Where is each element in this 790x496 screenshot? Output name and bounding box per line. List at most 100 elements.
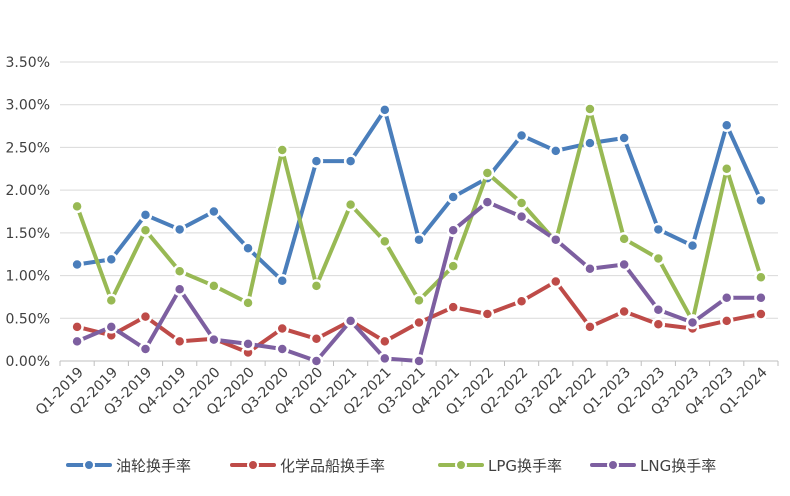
data-point (207, 204, 221, 219)
data-point (138, 342, 153, 356)
data-point (104, 293, 119, 308)
y-tick-label: 0.50% (6, 311, 50, 327)
data-point (104, 252, 119, 267)
series-1 (70, 103, 768, 288)
data-point (514, 294, 529, 308)
legend-entry: LNG换手率 (590, 457, 716, 475)
data-point (172, 334, 187, 349)
y-tick-label: 1.50% (6, 226, 50, 242)
legend-label: 油轮换手率 (116, 457, 191, 475)
data-point (549, 274, 563, 289)
data-point (754, 291, 768, 305)
data-point (343, 154, 358, 168)
data-point (719, 118, 734, 132)
data-point (275, 342, 289, 356)
data-point (412, 232, 426, 247)
data-point (719, 291, 734, 305)
legend-label: 化学品船换手率 (280, 457, 385, 475)
data-point (70, 334, 84, 349)
data-point (172, 264, 187, 279)
data-point (719, 314, 734, 328)
legend-entry: 油轮换手率 (66, 457, 191, 475)
data-point (378, 334, 392, 349)
legend-label: LNG换手率 (640, 457, 716, 475)
data-point (583, 136, 597, 150)
series-3 (70, 102, 768, 328)
data-point (172, 222, 187, 237)
data-point (754, 307, 768, 321)
data-point (275, 143, 289, 157)
data-point (275, 273, 289, 288)
data-point (446, 223, 460, 238)
data-point (651, 222, 666, 237)
data-point (685, 315, 700, 330)
data-point (104, 320, 119, 334)
y-tick-label: 3.50% (6, 55, 50, 71)
data-point (412, 315, 426, 330)
data-point (70, 257, 84, 272)
data-point (617, 304, 631, 319)
y-axis: 0.00% 0.50% 1.00% 1.50% 2.00% 2.50% 3.00% 3.50% (6, 55, 50, 370)
data-point (309, 279, 324, 293)
y-tick-label: 2.00% (6, 183, 50, 199)
data-point (241, 241, 255, 255)
data-point (754, 270, 768, 285)
data-point (378, 234, 392, 249)
data-point (685, 238, 700, 253)
data-point (617, 232, 631, 246)
data-point (651, 251, 666, 266)
data-point (651, 317, 666, 332)
data-point (138, 223, 153, 238)
y-tick-label: 2.50% (6, 140, 50, 156)
data-point (583, 320, 597, 334)
legend-swatch-marker (83, 459, 95, 471)
legend: 油轮换手率 化学品船换手率 LPG换手率 LNG换手率 (66, 457, 716, 475)
data-point (412, 354, 426, 368)
data-point (617, 131, 631, 145)
legend-swatch-marker (455, 459, 467, 471)
data-point (480, 307, 495, 321)
data-point (309, 354, 324, 368)
x-axis: Q1-2019Q2-2019Q3-2019Q4-2019Q1-2020Q2-20… (33, 361, 779, 419)
data-point (480, 195, 495, 209)
data-point (754, 193, 768, 208)
legend-label: LPG换手率 (488, 457, 562, 475)
data-point (446, 259, 460, 273)
data-point (446, 300, 460, 314)
y-tick-label: 0.00% (6, 354, 50, 370)
data-point (480, 166, 495, 180)
legend-swatch-marker (247, 459, 259, 471)
data-point (70, 199, 84, 214)
data-point (583, 261, 597, 276)
data-point (207, 279, 221, 293)
data-point (583, 102, 597, 116)
data-point (70, 320, 84, 334)
data-point (138, 208, 153, 222)
data-point (514, 128, 529, 143)
data-point (207, 332, 221, 347)
data-point (549, 144, 563, 158)
data-point (309, 154, 324, 168)
data-point (241, 337, 255, 351)
data-point (412, 293, 426, 308)
data-point (549, 232, 563, 247)
data-point (241, 296, 255, 310)
y-tick-label: 3.00% (6, 98, 50, 114)
data-point (172, 282, 187, 296)
data-point (378, 103, 392, 117)
data-point (617, 257, 631, 272)
legend-entry: 化学品船换手率 (230, 457, 385, 475)
data-point (138, 309, 153, 324)
data-point (378, 351, 392, 366)
data-point (275, 321, 289, 336)
legend-entry: LPG换手率 (438, 457, 562, 475)
data-point (651, 302, 666, 317)
data-point (343, 197, 358, 212)
data-point (343, 314, 358, 328)
data-point (719, 162, 734, 176)
series-layer (70, 102, 768, 368)
data-point (514, 209, 529, 224)
y-tick-label: 1.00% (6, 269, 50, 285)
